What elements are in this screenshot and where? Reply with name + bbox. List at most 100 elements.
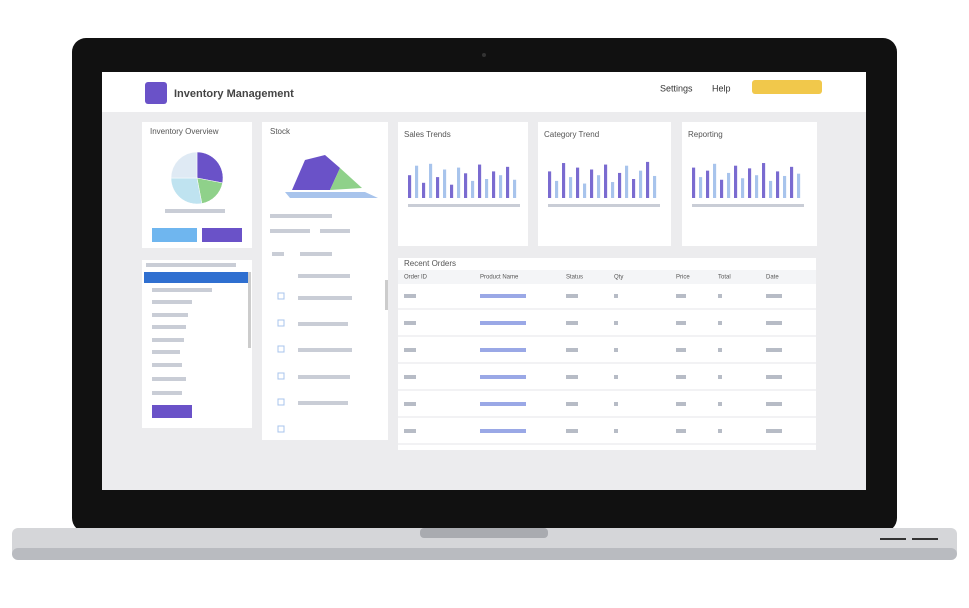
bar bbox=[457, 167, 461, 198]
bar bbox=[576, 167, 580, 198]
column-header: Date bbox=[766, 275, 779, 281]
cell-text bbox=[766, 294, 782, 298]
list-items bbox=[152, 288, 212, 395]
checkboxes[interactable] bbox=[277, 292, 285, 433]
bar bbox=[706, 170, 710, 198]
bar bbox=[720, 179, 724, 198]
pie-slice bbox=[170, 177, 203, 205]
table-rows bbox=[398, 294, 816, 445]
cell-text bbox=[614, 429, 618, 433]
port bbox=[880, 538, 906, 540]
cell-text bbox=[566, 348, 578, 352]
bar bbox=[632, 179, 636, 198]
bar bbox=[492, 171, 496, 198]
table-title: Recent Orders bbox=[404, 259, 456, 268]
cell-text bbox=[614, 375, 618, 379]
column-header: Status bbox=[566, 275, 583, 281]
bar bbox=[646, 161, 650, 198]
column-header: Product Name bbox=[480, 275, 519, 281]
card-title: Inventory Overview bbox=[150, 127, 219, 136]
card bbox=[398, 258, 816, 450]
bar bbox=[478, 164, 482, 198]
cell-text bbox=[676, 294, 686, 298]
button[interactable] bbox=[152, 228, 197, 242]
cell-text bbox=[718, 429, 722, 433]
bar bbox=[618, 172, 622, 198]
cell-text bbox=[676, 375, 686, 379]
logo bbox=[145, 82, 167, 104]
cell-text bbox=[766, 429, 782, 433]
bar bbox=[555, 180, 559, 198]
nav-link[interactable]: Settings bbox=[660, 83, 693, 93]
axis-labels bbox=[408, 204, 520, 207]
bar bbox=[408, 175, 412, 198]
bar bbox=[604, 164, 608, 198]
bar bbox=[783, 175, 787, 198]
button[interactable] bbox=[152, 405, 192, 418]
cell-text bbox=[718, 294, 722, 298]
axis-labels bbox=[548, 204, 660, 207]
bar bbox=[583, 183, 587, 198]
scrollbar bbox=[385, 280, 388, 310]
app-title: Inventory Management bbox=[174, 88, 294, 100]
axis-labels bbox=[692, 204, 804, 207]
bar bbox=[464, 173, 468, 198]
column-header: Price bbox=[676, 275, 690, 281]
table-header bbox=[398, 270, 816, 284]
bar bbox=[611, 182, 615, 198]
user-badge[interactable] bbox=[752, 80, 822, 94]
bar bbox=[790, 166, 794, 198]
bar bbox=[734, 165, 738, 198]
button[interactable] bbox=[202, 228, 242, 242]
bar bbox=[450, 184, 454, 198]
card bbox=[142, 260, 252, 428]
area-shape bbox=[292, 155, 340, 190]
cell-text bbox=[614, 294, 618, 298]
cell-text bbox=[404, 321, 416, 325]
cell-text bbox=[404, 402, 416, 406]
bar bbox=[436, 177, 440, 198]
column-header: Total bbox=[718, 275, 731, 281]
cell-text bbox=[404, 375, 416, 379]
bar bbox=[741, 178, 745, 198]
bar bbox=[499, 175, 503, 198]
cell-text bbox=[566, 294, 578, 298]
cell-text bbox=[480, 348, 526, 352]
bar bbox=[590, 169, 594, 198]
scrollbar bbox=[248, 272, 251, 348]
bar bbox=[548, 171, 552, 198]
cell-text bbox=[766, 321, 782, 325]
card-title: Reporting bbox=[688, 130, 723, 139]
cell-text bbox=[676, 429, 686, 433]
text-lines bbox=[270, 214, 352, 405]
list-item-selected[interactable] bbox=[144, 272, 248, 283]
cell-text bbox=[566, 375, 578, 379]
cell-text bbox=[766, 375, 782, 379]
camera bbox=[482, 53, 486, 57]
column-header: Order ID bbox=[404, 275, 428, 281]
nav-link[interactable]: Help bbox=[712, 83, 731, 93]
cell-text bbox=[766, 348, 782, 352]
cell-text bbox=[718, 321, 722, 325]
cell-text bbox=[718, 375, 722, 379]
bar bbox=[727, 172, 731, 198]
cell-text bbox=[480, 429, 526, 433]
cell-text bbox=[676, 321, 686, 325]
list-header bbox=[146, 263, 236, 267]
cell-text bbox=[480, 294, 526, 298]
pie-slice bbox=[170, 151, 198, 179]
cell-text bbox=[480, 402, 526, 406]
area-base bbox=[285, 192, 378, 198]
card-title: Category Trend bbox=[544, 130, 599, 139]
column-header: Qty bbox=[614, 275, 623, 281]
pie-legend bbox=[165, 209, 225, 213]
bar bbox=[422, 182, 426, 198]
bar bbox=[762, 163, 766, 198]
card-title: Sales Trends bbox=[404, 130, 451, 139]
bar bbox=[562, 163, 566, 198]
bar bbox=[692, 167, 696, 198]
bar bbox=[699, 177, 703, 198]
laptop-base-edge bbox=[12, 548, 957, 560]
bar bbox=[513, 179, 517, 198]
